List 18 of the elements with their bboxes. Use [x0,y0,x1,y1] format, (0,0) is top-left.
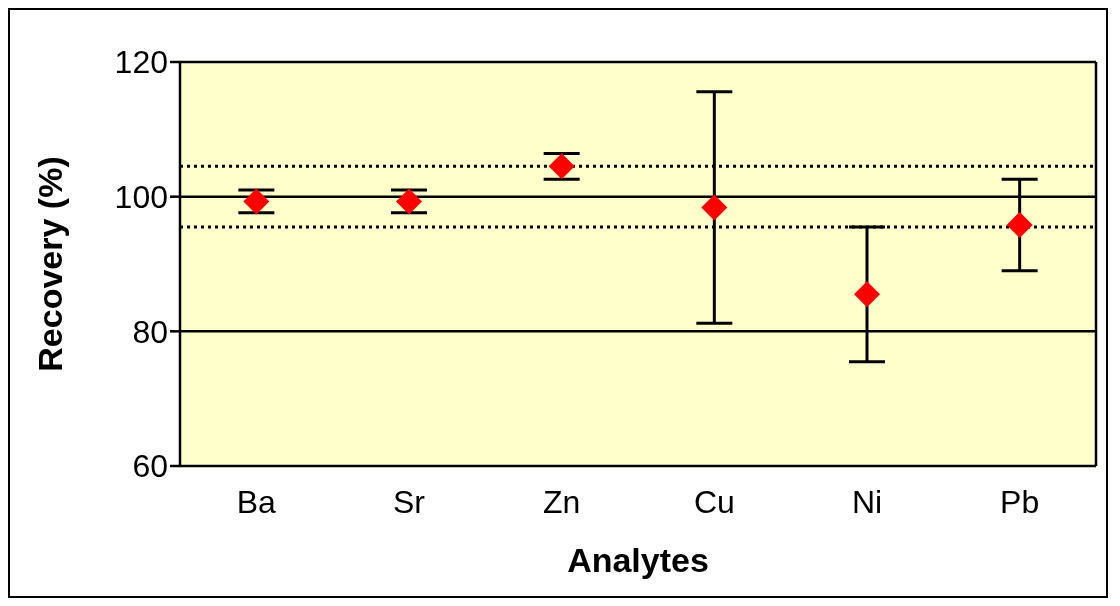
x-tick-label: Sr [393,483,426,520]
x-tick-label: Ba [236,483,277,520]
y-axis-title: Recovery (%) [31,156,70,372]
x-tick-label: Cu [693,483,735,520]
point [396,188,422,215]
point [243,188,270,215]
point [1006,211,1033,238]
y-tick-label: 80 [132,313,168,350]
point [854,281,880,308]
x-tick-label: Zn [542,483,581,520]
y-tick-label: 60 [132,448,168,485]
y-tick-label: 100 [114,179,168,216]
point [548,153,575,180]
y-tick-label: 120 [114,44,168,81]
x-tick-label: Pb [1000,483,1040,520]
x-axis-title: Analytes [567,541,709,579]
point [701,194,728,221]
x-tick-label: Ni [851,483,883,520]
